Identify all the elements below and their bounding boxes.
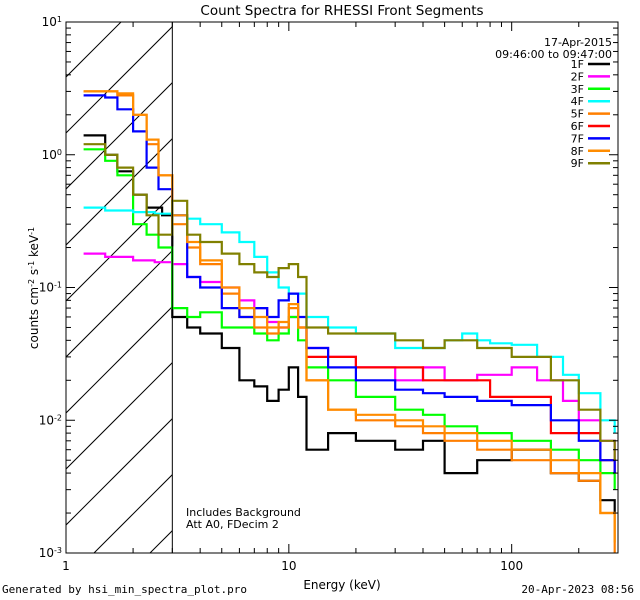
x-tick-label: 1 <box>62 559 70 573</box>
x-tick-label: 10 <box>281 559 296 573</box>
legend-label-7F: 7F <box>571 132 584 145</box>
legend-label-5F: 5F <box>571 108 584 121</box>
y-tick-label: 100 <box>42 147 62 162</box>
series-3F <box>83 148 616 490</box>
series-9F <box>83 143 616 461</box>
annotation-attenuator: Att A0, FDecim 2 <box>186 518 279 531</box>
hatch-line <box>486 0 640 553</box>
hatch-line <box>430 0 640 553</box>
y-axis-label-exp: -1 <box>27 227 36 235</box>
legend-label-3F: 3F <box>571 83 584 96</box>
y-axis-label-exp: -2 <box>27 279 36 287</box>
legend-label-1F: 1F <box>571 58 584 71</box>
legend-label-9F: 9F <box>571 157 584 170</box>
footer-timestamp: 20-Apr-2023 08:56 <box>521 583 634 596</box>
hatch-line <box>318 0 640 553</box>
series-lines <box>83 90 616 553</box>
series-7F <box>83 94 616 474</box>
hatch-line <box>66 417 173 526</box>
chart-title: Count Spectra for RHESSI Front Segments <box>200 3 483 19</box>
y-tick-label: 101 <box>42 15 62 30</box>
y-tick-label: 10-1 <box>39 280 62 295</box>
chart-date: 17-Apr-2015 <box>544 36 612 49</box>
x-axis-label: Energy (keV) <box>303 578 380 592</box>
series-8F <box>83 90 616 543</box>
annotation-background: Includes Background <box>186 506 301 519</box>
series-1F <box>83 134 616 513</box>
hatch-line <box>66 249 173 358</box>
legend-label-8F: 8F <box>571 145 584 158</box>
footer-generated-by: Generated by hsi_min_spectra_plot.pro <box>2 583 248 596</box>
hatch-line <box>0 0 122 553</box>
y-axis-label-exp: -1 <box>27 261 36 269</box>
y-axis-label: counts cm-2 s-1 keV-1 <box>27 227 42 349</box>
legend-label-4F: 4F <box>571 95 584 108</box>
y-tick-label: 10-3 <box>39 546 62 561</box>
hatch-line <box>66 22 122 78</box>
y-tick-label: 10-2 <box>39 413 62 428</box>
y-axis-label-part: counts cm <box>27 287 41 349</box>
hatch-line <box>66 361 173 470</box>
axis-ticks <box>65 21 619 554</box>
hatch-line <box>598 0 640 553</box>
hatch-line <box>542 0 640 553</box>
plot-frame <box>65 21 619 554</box>
hatched-region <box>0 0 640 553</box>
hatch-line <box>66 137 173 246</box>
hatch-line <box>66 305 173 414</box>
hatch-line <box>93 473 173 553</box>
y-axis-label-part: s <box>27 269 41 279</box>
legend-label-6F: 6F <box>571 120 584 133</box>
tick-labels: 1 10 100 101 100 10-1 10-2 10-3 <box>39 15 523 574</box>
hatch-line <box>66 193 173 302</box>
y-axis-label-part: keV <box>27 234 41 261</box>
legend-label-2F: 2F <box>571 70 584 83</box>
chart-time-range: 09:46:00 to 09:47:00 <box>495 48 612 61</box>
x-tick-label: 100 <box>500 559 523 573</box>
hatch-line <box>149 529 173 553</box>
series-4F <box>83 206 616 434</box>
